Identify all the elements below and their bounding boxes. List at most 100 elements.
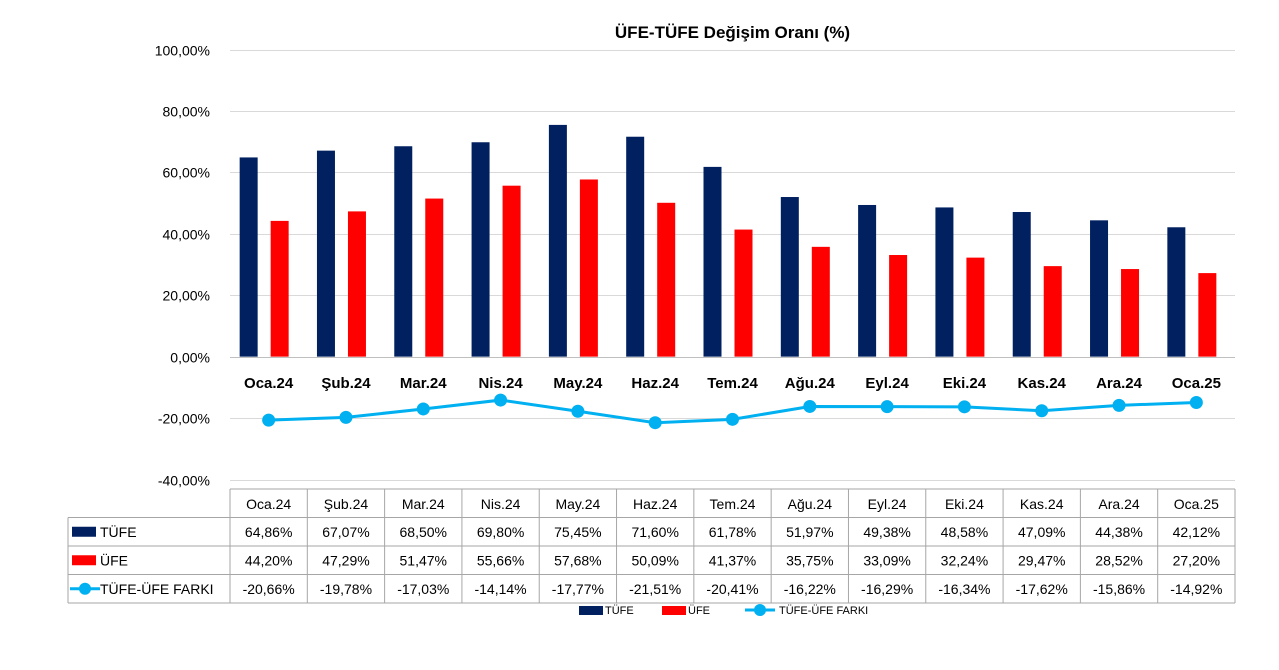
table-cell: -16,34% — [938, 581, 990, 597]
bar-ufe — [1121, 269, 1140, 357]
table-header-cell: Tem.24 — [710, 496, 756, 512]
table-cell: 27,20% — [1173, 552, 1220, 568]
table-row-label: TÜFE — [100, 523, 137, 540]
bar-ufe — [502, 185, 521, 357]
x-tick-label: Eyl.24 — [865, 375, 909, 392]
bar-tufe — [1090, 220, 1109, 357]
x-tick-label: Mar.24 — [400, 375, 447, 392]
line-point-fark — [571, 404, 585, 418]
table-cell: 35,75% — [786, 552, 833, 568]
table-cell: 49,38% — [863, 524, 910, 540]
x-tick-label: Nis.24 — [478, 375, 523, 392]
table-cell: 67,07% — [322, 524, 369, 540]
table-cell: 71,60% — [631, 524, 678, 540]
table-cell: 41,37% — [709, 552, 756, 568]
bar-ufe — [347, 211, 366, 357]
table-cell: -17,62% — [1016, 581, 1068, 597]
table-cell: 44,20% — [245, 552, 292, 568]
table-legend-key — [72, 555, 96, 566]
table-cell: 29,47% — [1018, 552, 1065, 568]
bar-ufe — [270, 220, 289, 357]
table-cell: 33,09% — [863, 552, 910, 568]
x-tick-label: Ağu.24 — [785, 375, 836, 392]
bar-tufe — [1012, 212, 1031, 357]
line-point-fark — [880, 400, 894, 414]
table-cell: 68,50% — [400, 524, 447, 540]
table-header-cell: Nis.24 — [481, 496, 521, 512]
bar-tufe — [316, 150, 335, 357]
line-point-fark — [339, 410, 353, 424]
table-cell: 51,97% — [786, 524, 833, 540]
x-tick-label: Kas.24 — [1018, 375, 1067, 392]
table-cell: 42,12% — [1173, 524, 1220, 540]
table-cell: -19,78% — [320, 581, 372, 597]
line-point-fark — [494, 393, 508, 407]
line-point-fark — [1189, 395, 1203, 409]
y-tick-label: 60,00% — [163, 165, 210, 181]
bar-tufe — [703, 166, 722, 357]
table-cell: -15,86% — [1093, 581, 1145, 597]
table-cell: 32,24% — [941, 552, 988, 568]
bar-tufe — [548, 124, 567, 357]
bar-ufe — [966, 257, 985, 357]
line-point-fark — [648, 416, 662, 430]
line-point-fark — [1035, 404, 1049, 418]
bar-ufe — [811, 246, 830, 357]
table-cell: -16,29% — [861, 581, 913, 597]
table-cell: 64,86% — [245, 524, 292, 540]
line-point-fark — [803, 399, 817, 413]
y-tick-label: 40,00% — [163, 227, 210, 243]
bar-ufe — [1198, 273, 1217, 357]
table-cell: -14,92% — [1170, 581, 1222, 597]
y-tick-label: 100,00% — [155, 43, 210, 59]
bar-ufe — [657, 202, 676, 357]
y-tick-label: 80,00% — [163, 104, 210, 120]
table-cell: 44,38% — [1095, 524, 1142, 540]
table-cell: -17,03% — [397, 581, 449, 597]
bar-tufe — [780, 197, 799, 357]
table-header-cell: Ağu.24 — [788, 496, 833, 512]
chart-title: ÜFE-TÜFE Değişim Oranı (%) — [615, 23, 850, 42]
bar-tufe — [626, 136, 645, 357]
table-cell: 55,66% — [477, 552, 524, 568]
table-legend-key — [79, 582, 91, 595]
x-tick-label: Oca.24 — [244, 375, 294, 392]
bar-tufe — [935, 207, 954, 357]
table-cell: 48,58% — [941, 524, 988, 540]
x-tick-label: Tem.24 — [707, 375, 758, 392]
x-tick-label: Ara.24 — [1096, 375, 1143, 392]
line-point-fark — [726, 412, 739, 426]
table-cell: -20,66% — [243, 581, 295, 597]
bar-ufe — [889, 255, 908, 357]
table-row-label: TÜFE-ÜFE FARKI — [100, 580, 214, 597]
table-header-cell: Eki.24 — [945, 496, 984, 512]
bar-ufe — [579, 179, 598, 357]
y-tick-label: -40,00% — [158, 473, 210, 489]
line-point-fark — [262, 413, 276, 427]
table-cell: -21,51% — [629, 581, 681, 597]
table-cell: -20,41% — [706, 581, 758, 597]
line-point-fark — [957, 400, 971, 414]
table-header-cell: Şub.24 — [324, 496, 369, 512]
table-cell: 57,68% — [554, 552, 601, 568]
table-cell: 47,29% — [322, 552, 369, 568]
legend-label: ÜFE — [688, 605, 710, 617]
table-cell: 69,80% — [477, 524, 524, 540]
table-header-cell: Mar.24 — [402, 496, 445, 512]
table-header-cell: Ara.24 — [1098, 496, 1139, 512]
table-row-label: ÜFE — [100, 551, 128, 568]
table-cell: -17,77% — [552, 581, 604, 597]
legend-key — [662, 606, 686, 615]
legend-label: TÜFE — [605, 605, 634, 617]
table-cell: 50,09% — [631, 552, 678, 568]
bar-tufe — [1167, 227, 1186, 357]
bar-tufe — [858, 204, 877, 357]
x-tick-label: Şub.24 — [321, 375, 371, 392]
table-cell: -14,14% — [474, 581, 526, 597]
table-header-cell: Oca.24 — [246, 496, 291, 512]
bar-ufe — [425, 198, 444, 357]
table-cell: 28,52% — [1095, 552, 1142, 568]
line-point-fark — [1112, 398, 1126, 412]
bar-ufe — [734, 229, 753, 357]
